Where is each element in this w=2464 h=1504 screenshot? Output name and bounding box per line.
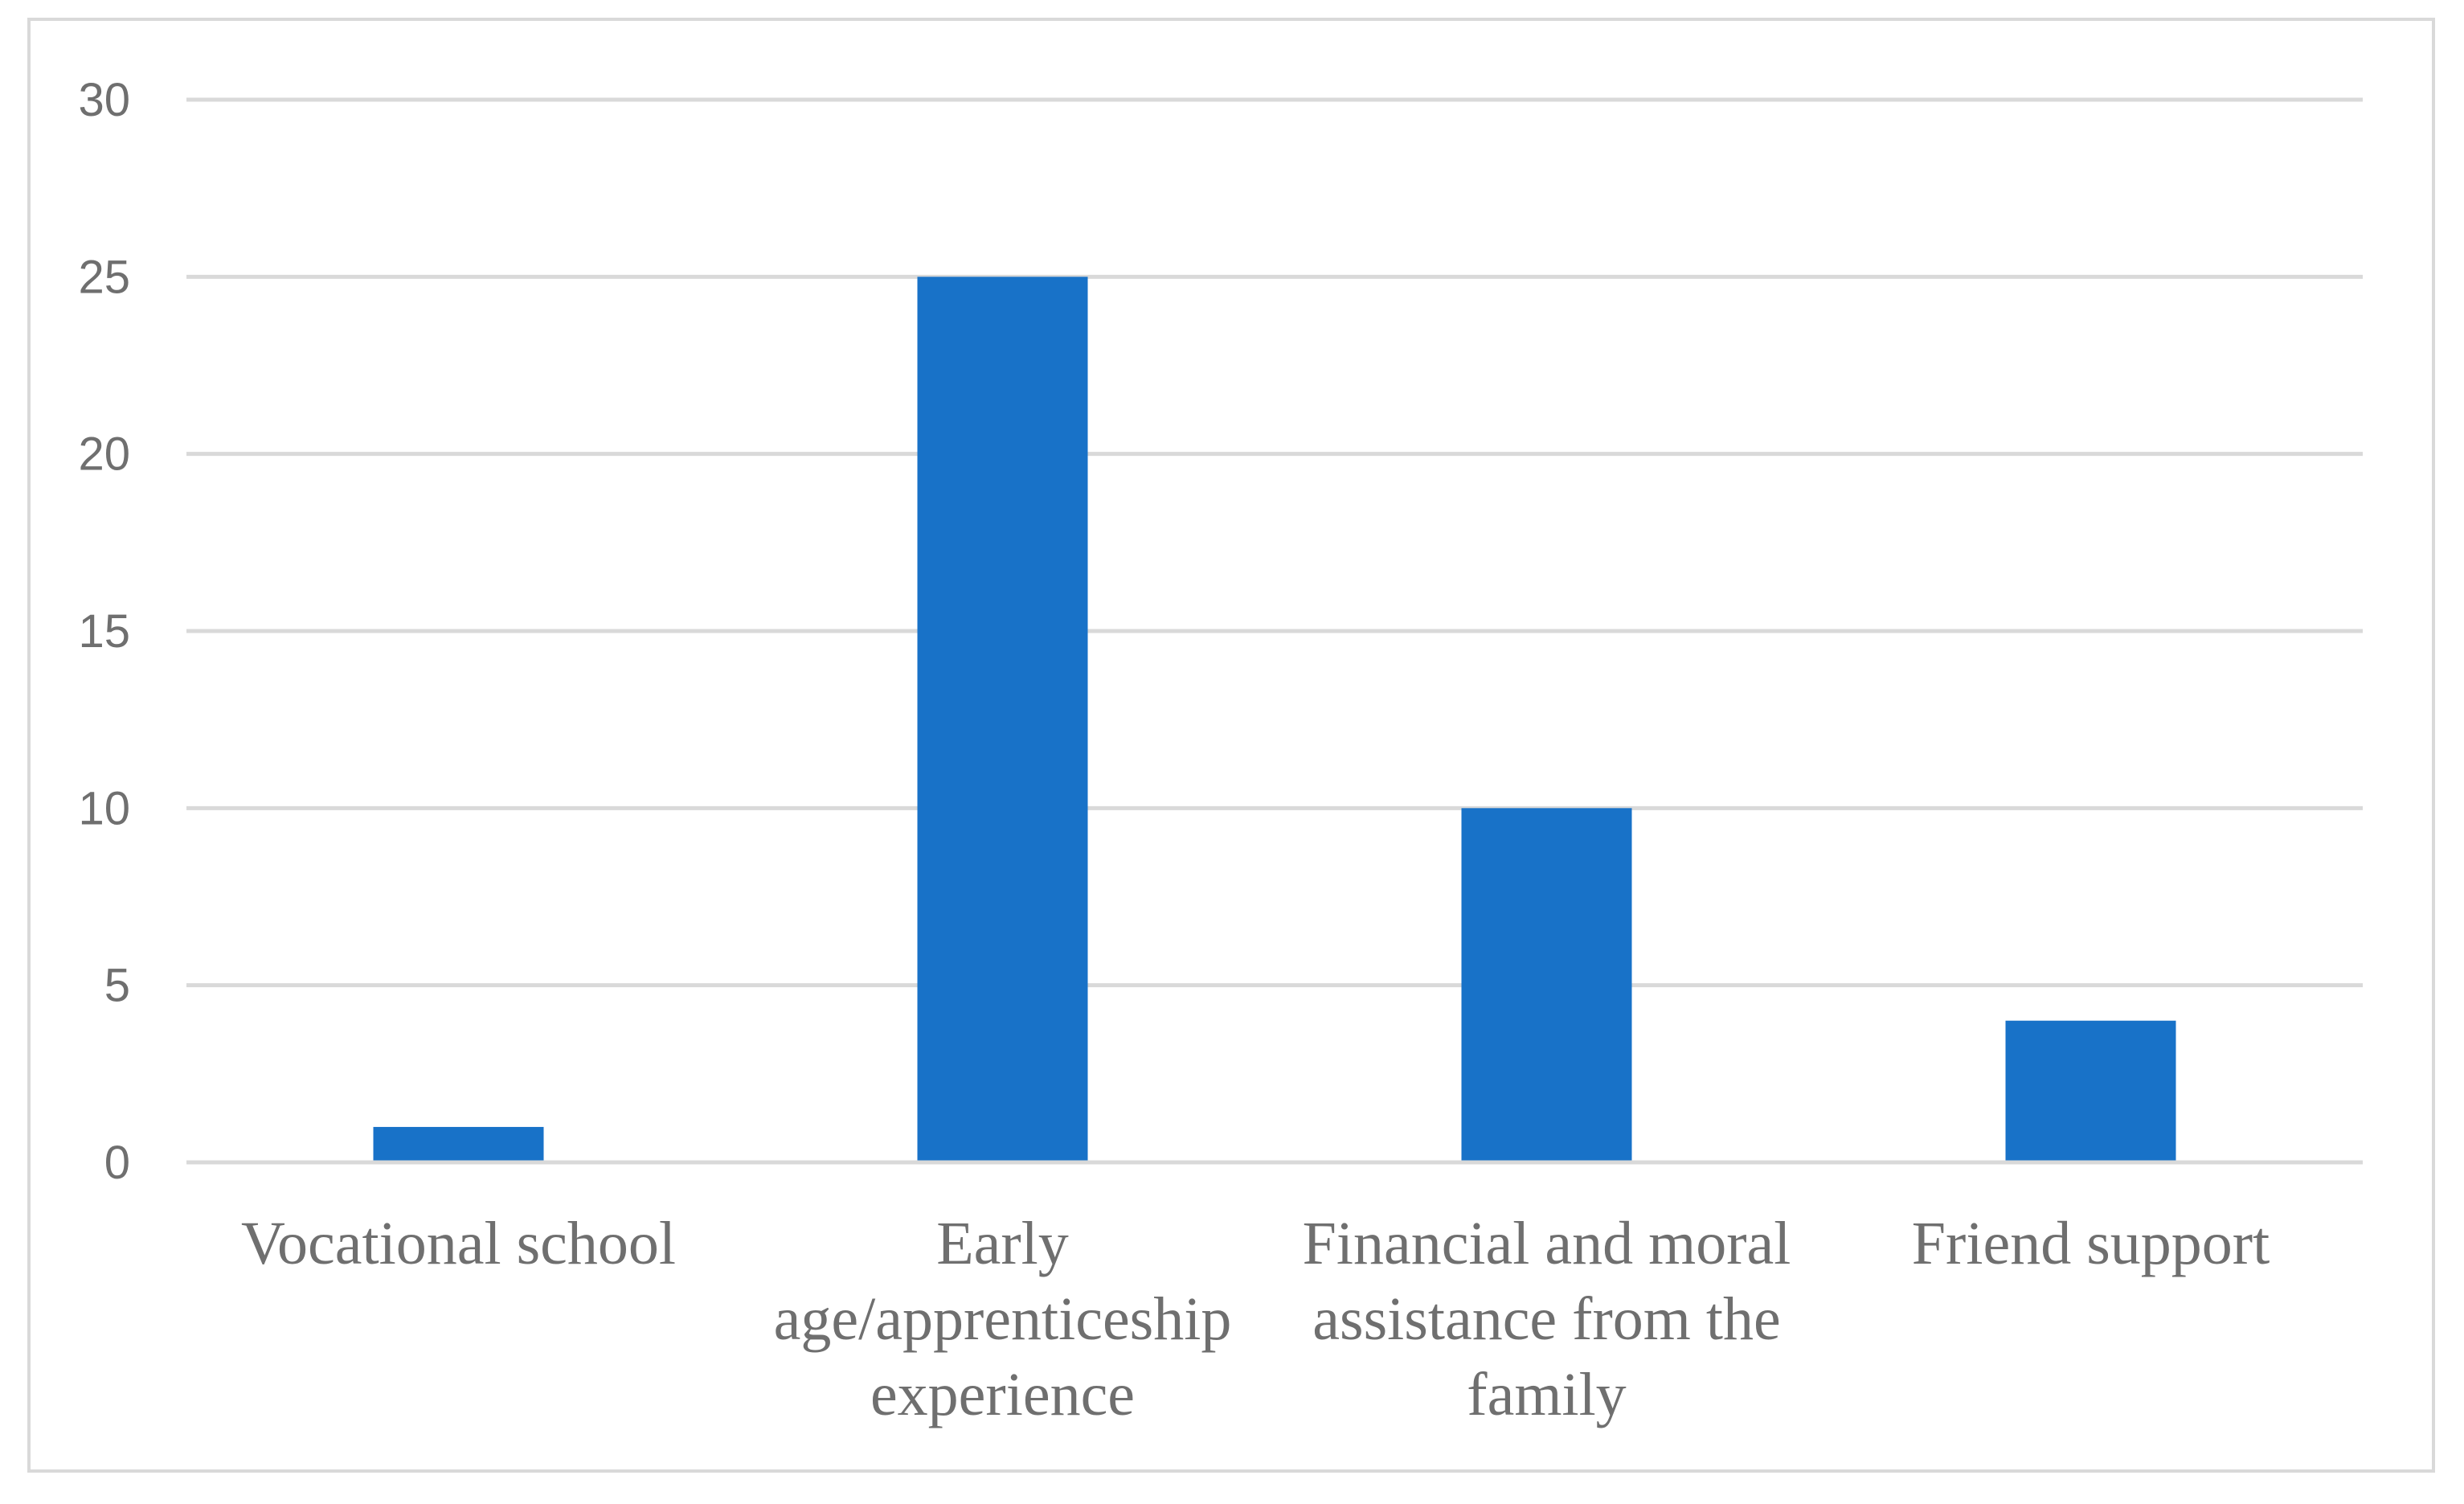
y-tick-label-10: 10	[78, 782, 130, 834]
x-category-label-line: experience	[870, 1361, 1135, 1428]
x-category-label-line: Vocational school	[241, 1210, 676, 1277]
gridlines	[186, 97, 2363, 988]
x-category-label-line: Financial and moral	[1303, 1210, 1791, 1277]
y-tick-label-5: 5	[104, 960, 130, 1012]
chart-frame	[27, 18, 2435, 1473]
bar-1	[373, 1126, 544, 1162]
x-category-label-line: Friend support	[1912, 1210, 2270, 1277]
x-category-label-line: family	[1467, 1361, 1626, 1428]
x-category-label-line: Early	[936, 1210, 1069, 1277]
x-axis-labels: Vocational school Early age/apprenticeship…	[241, 1210, 2270, 1428]
y-tick-label-0: 0	[104, 1137, 130, 1189]
bars	[373, 277, 2176, 1162]
bar-3	[1461, 808, 1632, 1162]
bar-2	[917, 277, 1088, 1162]
y-tick-label-25: 25	[78, 251, 130, 303]
y-tick-label-20: 20	[78, 428, 130, 481]
x-category-label-line: assistance from the	[1312, 1285, 1780, 1353]
x-category-label-line: age/apprenticeship	[774, 1285, 1232, 1353]
y-tick-label-15: 15	[78, 605, 130, 658]
x-category-label-3: Financial and moral assistance from the fa…	[1303, 1210, 1791, 1428]
y-tick-label-30: 30	[78, 74, 130, 126]
x-category-label-1: Vocational school	[241, 1210, 676, 1277]
bar-4	[2005, 1020, 2176, 1162]
y-axis-ticks: 0 5 10 15 20 25 30	[78, 74, 130, 1189]
x-category-label-4: Friend support	[1912, 1210, 2270, 1277]
x-category-label-2: Early age/apprenticeship experience	[774, 1210, 1232, 1428]
